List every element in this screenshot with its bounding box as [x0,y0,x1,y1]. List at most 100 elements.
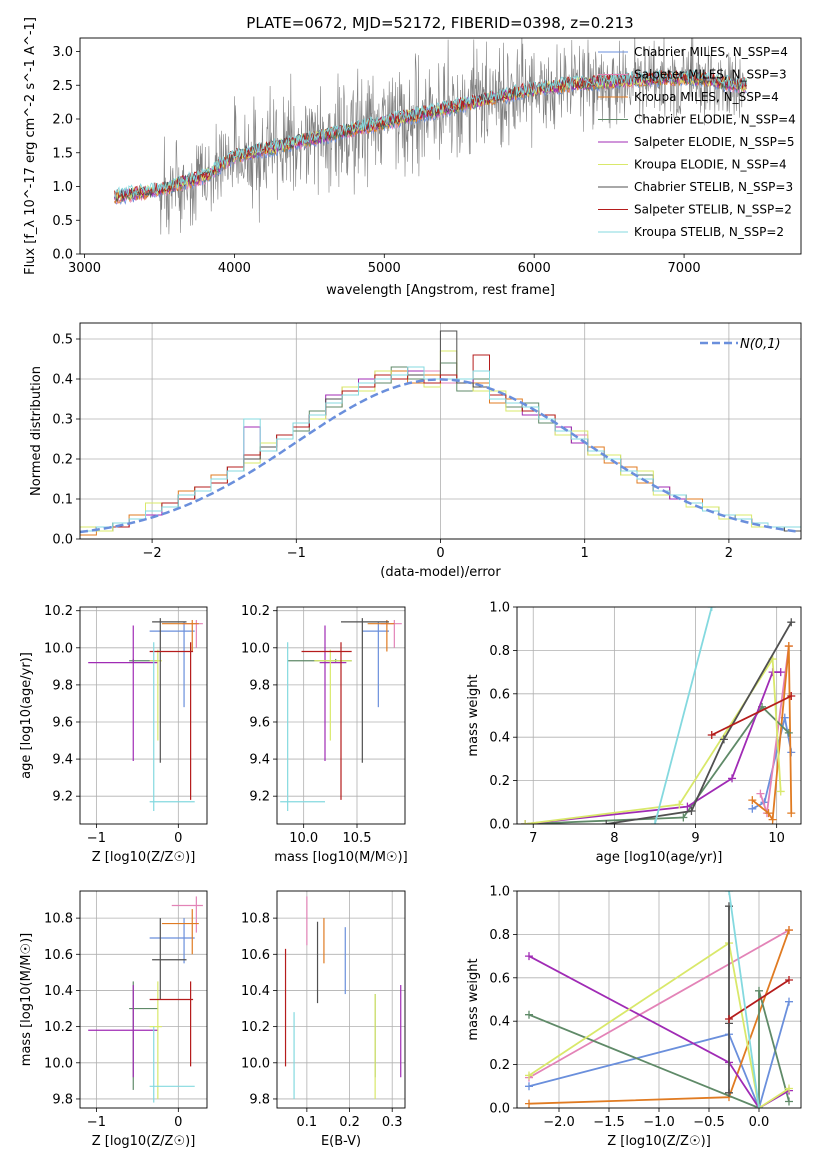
y-tick-label: 9.8 [52,1092,73,1107]
y-tick-label: 0.4 [52,373,73,388]
x-tick-label: 3000 [68,261,101,276]
figure-title: PLATE=0672, MJD=52172, FIBERID=0398, z=0… [246,14,633,32]
y-tick-label: 0.1 [52,493,73,508]
x-tick-label: 10.5 [343,831,372,846]
legend-entry: Kroupa ELODIE, N_SSP=4 [634,158,787,172]
y-tick-label: 1.0 [489,601,510,616]
x-tick-label: −2.0 [543,1115,575,1130]
x-axis-label: E(B-V) [321,1134,361,1149]
weight-marker [755,986,763,995]
weight-line-salpeter-stelib [728,979,790,1020]
y-tick-label: 10.2 [241,1020,270,1035]
weight-line-kroupa-stelib [728,891,760,1108]
y-tick-label: 0.4 [489,731,510,746]
y-tick-label: 0.5 [52,333,73,348]
legend: Chabrier MILES, N_SSP=4 Salpeter MILES, N… [598,45,796,239]
y-tick-label: 0.0 [489,1102,510,1117]
y-tick-label: 1.5 [52,146,73,161]
legend-entry: N(0,1) [740,337,781,352]
weight-marker [748,796,757,805]
y-tick-label: 0.8 [489,928,510,943]
y-tick-label: 0.0 [52,533,73,548]
weight-line-chabrier-miles [528,1001,790,1108]
y-axis-label: age [log10(age/yr)] [19,652,34,779]
axes-frame [516,606,802,825]
weight-marker [776,668,785,677]
y-tick-label: 10.0 [241,1056,270,1071]
chart-layer: 3000 4000 5000 6000 70000.00.51.01.52.02.53.… [19,17,802,1149]
weight-marker [785,997,793,1006]
y-axis-label: mass weight [466,958,481,1040]
y-tick-label: 9.2 [52,790,73,805]
weight-marker [785,926,793,935]
weight-line-chabrier-elodie [528,990,790,1108]
weight-marker [748,804,757,813]
x-tick-label: −1.5 [593,1115,625,1130]
x-tick-label: 6000 [518,261,551,276]
x-tick-label: 7000 [668,261,701,276]
x-tick-label: −0.5 [693,1115,725,1130]
weight-marker [756,789,765,798]
legend-entry: Salpeter STELIB, N_SSP=2 [634,203,792,217]
weight-line-kroupa-elodie [528,941,790,1108]
y-tick-label: 0.2 [52,453,73,468]
weight-marker [650,820,659,824]
y-tick-label: 10.6 [241,948,270,963]
weight-line-kroupa-stelib [654,607,713,824]
y-tick-label: 9.4 [52,753,73,768]
weight-marker [728,774,737,783]
x-axis-label: Z [log10(Z/Z☉)] [607,1134,711,1149]
weight-marker [776,787,785,796]
weight-marker [719,735,728,744]
y-axis-label: mass weight [466,674,481,756]
age-vs-mass-panel: 10.0 10.5 9.2 9.4 9.6 9.8 10.0 10.2 mass [log10(… [241,604,408,865]
x-tick-label: 0 [174,831,182,846]
axes-frame [79,606,208,825]
residuals-panel: −2 −1 0 1 2 0.0 0.1 0.2 0.3 0.4 0.5 (data-model)/er… [29,322,802,580]
weight-marker [683,802,692,811]
y-tick-label: 10.4 [241,984,270,999]
legend-entry: Salpeter MILES, N_SSP=3 [634,68,787,82]
weight-marker [679,813,688,822]
x-tick-label: 0.1 [297,1115,318,1130]
weight-marker [525,952,533,961]
x-tick-label: 0.2 [339,1115,360,1130]
y-tick-label: 9.6 [52,715,73,730]
legend-entry: Salpeter ELODIE, N_SSP=5 [634,135,795,149]
y-axis-label: Normed distribution [29,366,44,496]
x-axis-label: (data-model)/error [380,565,501,580]
y-tick-label: 0.3 [52,413,73,428]
weight-marker [521,820,530,824]
x-tick-label: 10.0 [289,831,318,846]
x-tick-label: 2 [725,546,733,561]
weight-vs-Z-plot-area [525,891,793,1108]
weight-marker [785,1097,793,1106]
legend-entry: Chabrier STELIB, N_SSP=3 [634,180,793,194]
weight-marker [787,618,796,627]
x-axis-label: Z [log10(Z/Z☉)] [92,850,196,865]
weight-line-kroupa-elodie [524,656,782,824]
x-tick-label: 4000 [218,261,251,276]
x-tick-label: −2 [143,546,162,561]
mass-vs-ebv-plot-area [284,896,402,1099]
y-tick-label: 10.8 [241,912,270,927]
weight-line-salpeter-miles [528,929,790,1079]
weight-marker [764,809,773,818]
histogram-kroupa-stelib [80,366,801,532]
weight-line-chabrier-stelib [606,621,793,824]
x-axis-label: age [log10(age/yr)] [596,850,723,865]
age-vs-mass-plot-area [280,618,402,812]
weight-marker [707,607,716,611]
weight-vs-age-panel: 7 8 9 10 0.0 0.2 0.4 0.6 0.8 1.0 age [log10(age/yr… [466,601,802,865]
y-tick-label: 10.0 [241,641,270,656]
x-tick-label: 9 [691,831,699,846]
y-tick-label: 9.6 [249,715,270,730]
y-axis-label: Flux [f_λ 10^-17 erg cm^-2 s^-1 A^-1] [23,17,38,275]
x-tick-label: 0.3 [382,1115,403,1130]
y-tick-label: 1.0 [52,180,73,195]
spectrum-panel: 3000 4000 5000 6000 7000 0.0 0.5 1.0 1.5 2.0 2.5 3.… [23,17,802,298]
spectrum-plot-area [114,38,748,235]
y-tick-label: 0.6 [489,971,510,986]
model-line-kroupa-stelib [114,68,748,199]
